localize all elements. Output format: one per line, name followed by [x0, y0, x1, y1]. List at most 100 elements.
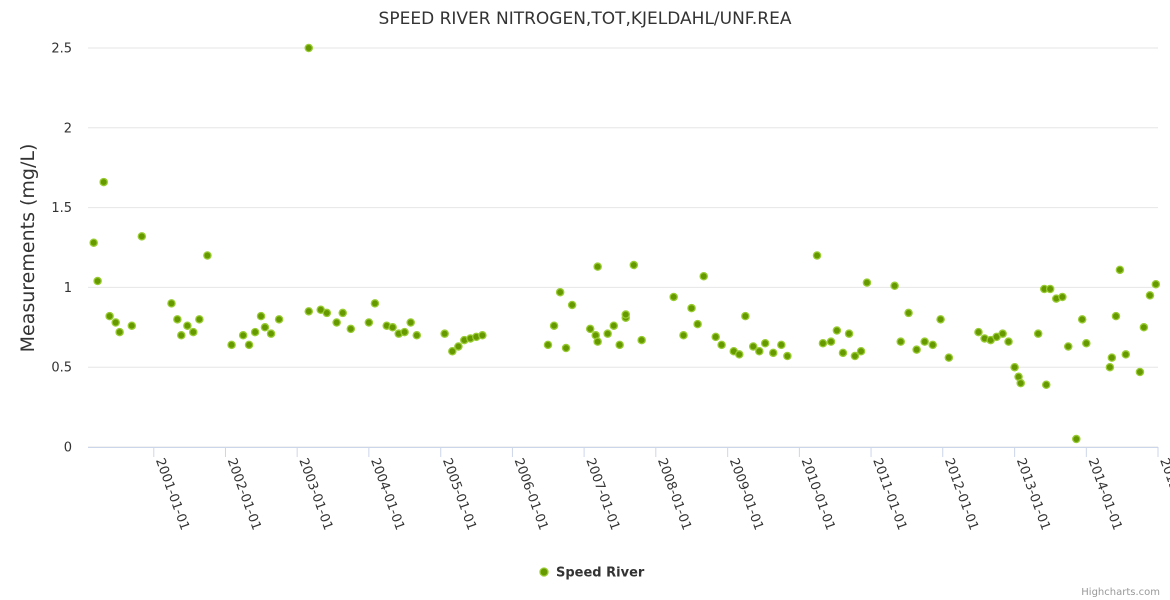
data-point[interactable]: [669, 292, 678, 302]
data-point[interactable]: [850, 351, 860, 361]
data-point[interactable]: [195, 315, 204, 324]
data-point[interactable]: [593, 337, 602, 346]
data-point[interactable]: [115, 327, 124, 337]
data-point[interactable]: [167, 299, 176, 308]
data-point[interactable]: [944, 353, 954, 362]
data-point[interactable]: [440, 329, 449, 338]
data-point[interactable]: [637, 335, 646, 345]
data-point[interactable]: [448, 346, 457, 356]
data-point[interactable]: [928, 340, 937, 350]
data-point[interactable]: [89, 238, 98, 247]
data-point[interactable]: [1072, 434, 1081, 444]
data-point[interactable]: [593, 262, 602, 271]
data-point[interactable]: [621, 310, 630, 319]
data-point[interactable]: [1107, 353, 1117, 362]
data-point[interactable]: [203, 251, 212, 260]
data-point[interactable]: [412, 331, 422, 340]
data-point[interactable]: [183, 321, 192, 330]
data-point[interactable]: [1033, 329, 1043, 338]
data-point[interactable]: [400, 327, 409, 337]
data-point[interactable]: [838, 348, 848, 358]
data-point[interactable]: [920, 337, 929, 346]
data-point[interactable]: [567, 300, 577, 310]
data-point[interactable]: [1082, 339, 1091, 348]
data-point[interactable]: [974, 327, 983, 337]
data-point[interactable]: [741, 311, 750, 321]
data-point[interactable]: [755, 346, 764, 356]
data-point[interactable]: [364, 318, 374, 327]
data-point[interactable]: [629, 260, 639, 270]
credits-link[interactable]: Highcharts.com: [1081, 587, 1160, 598]
data-point[interactable]: [266, 329, 276, 338]
data-point[interactable]: [250, 327, 260, 337]
legend[interactable]: Speed River: [539, 566, 645, 581]
legend-marker[interactable]: [539, 567, 549, 577]
data-point[interactable]: [561, 343, 571, 353]
data-point[interactable]: [693, 319, 702, 329]
data-point[interactable]: [585, 324, 595, 334]
data-point[interactable]: [844, 329, 854, 338]
data-point[interactable]: [1077, 315, 1087, 324]
data-point[interactable]: [783, 351, 792, 361]
data-point[interactable]: [244, 340, 254, 350]
data-point[interactable]: [127, 321, 137, 330]
data-point[interactable]: [818, 339, 828, 348]
data-point[interactable]: [1139, 323, 1149, 332]
data-point[interactable]: [1004, 337, 1013, 346]
data-point[interactable]: [105, 311, 114, 321]
data-point[interactable]: [346, 324, 356, 334]
data-point[interactable]: [99, 177, 108, 187]
data-point[interactable]: [826, 337, 836, 346]
data-point[interactable]: [1135, 367, 1145, 377]
data-point[interactable]: [274, 315, 284, 324]
data-point[interactable]: [304, 307, 314, 316]
data-point[interactable]: [856, 346, 866, 356]
data-point[interactable]: [260, 323, 270, 332]
data-point[interactable]: [748, 342, 758, 351]
data-point[interactable]: [1045, 284, 1055, 294]
data-point[interactable]: [1111, 311, 1121, 321]
data-point[interactable]: [1105, 362, 1115, 372]
data-point[interactable]: [549, 321, 559, 330]
data-point[interactable]: [1151, 279, 1161, 289]
data-point[interactable]: [454, 342, 463, 351]
data-point[interactable]: [555, 287, 565, 297]
data-point[interactable]: [137, 232, 147, 241]
data-point[interactable]: [1016, 378, 1025, 388]
data-point[interactable]: [173, 315, 182, 324]
data-point[interactable]: [1041, 380, 1051, 390]
data-point[interactable]: [238, 331, 248, 340]
data-point[interactable]: [890, 281, 899, 291]
data-point[interactable]: [603, 329, 612, 338]
data-point[interactable]: [304, 43, 314, 53]
data-point[interactable]: [543, 340, 553, 350]
data-point[interactable]: [1058, 292, 1067, 302]
data-point[interactable]: [832, 326, 842, 335]
data-point[interactable]: [998, 329, 1007, 338]
data-point[interactable]: [1121, 350, 1131, 359]
data-point[interactable]: [227, 340, 236, 350]
data-point[interactable]: [912, 345, 921, 354]
data-point[interactable]: [896, 337, 905, 346]
data-point[interactable]: [687, 303, 696, 313]
data-point[interactable]: [1063, 342, 1073, 351]
data-point[interactable]: [679, 331, 688, 340]
data-point[interactable]: [338, 308, 347, 318]
data-point[interactable]: [862, 278, 872, 287]
data-point[interactable]: [388, 323, 397, 332]
data-point[interactable]: [93, 276, 102, 286]
data-point[interactable]: [478, 331, 487, 340]
data-point[interactable]: [609, 321, 619, 330]
data-point[interactable]: [615, 340, 624, 350]
data-point[interactable]: [711, 332, 720, 342]
data-point[interactable]: [111, 318, 120, 327]
data-point[interactable]: [1115, 265, 1125, 275]
data-point[interactable]: [777, 340, 786, 350]
data-point[interactable]: [1010, 362, 1019, 372]
legend-label-speed-river[interactable]: Speed River: [556, 566, 645, 581]
data-point[interactable]: [406, 318, 415, 327]
data-point[interactable]: [812, 251, 822, 260]
data-point[interactable]: [189, 327, 198, 337]
data-point[interactable]: [1145, 291, 1155, 300]
data-point[interactable]: [936, 315, 945, 324]
